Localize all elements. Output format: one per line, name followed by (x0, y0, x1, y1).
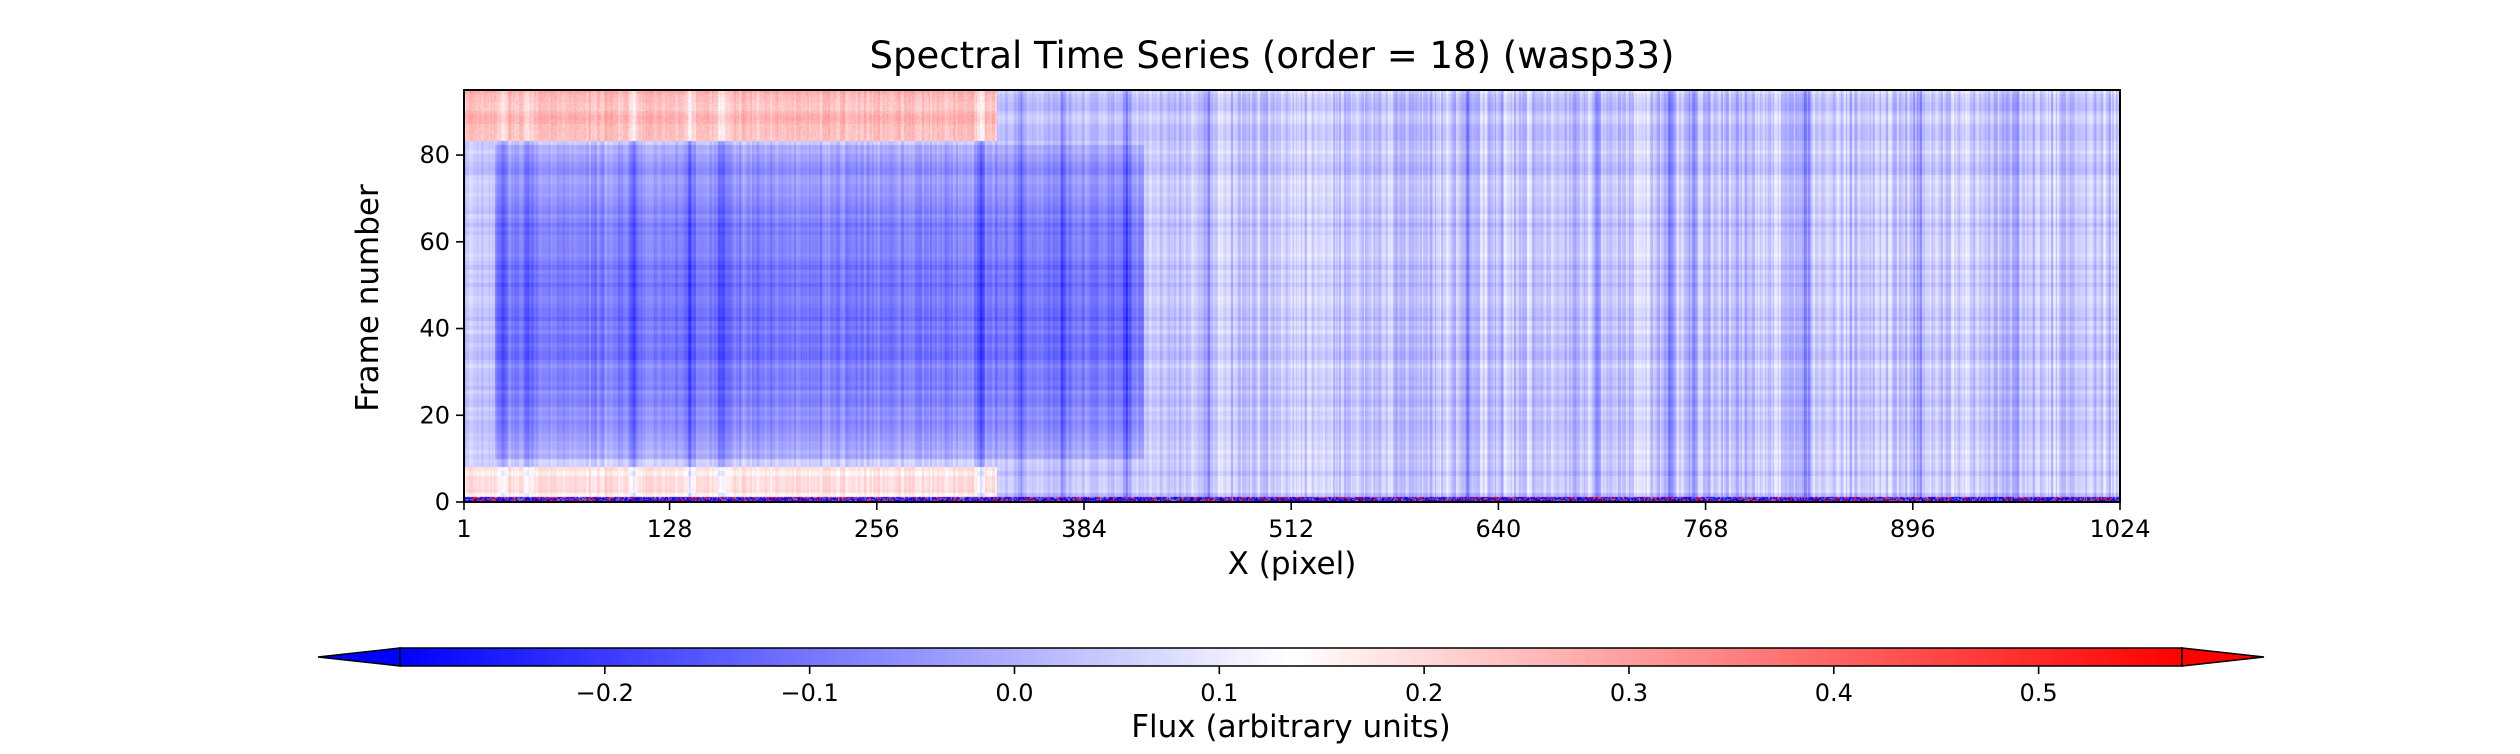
colorbar: −0.2 −0.1 0.0 0.1 0.2 0.3 0.4 0.5 Flux (arbitra… (317, 647, 2265, 745)
x-tick-label: 768 (1683, 515, 1729, 543)
x-tick-label: 256 (854, 515, 900, 543)
colorbar-extend-low (317, 647, 401, 667)
y-tick-label: 40 (419, 315, 450, 343)
plot-frame (463, 89, 2121, 503)
x-tick-label: 640 (1475, 515, 1521, 543)
heatmap-image (464, 90, 2120, 502)
y-tick-label: 60 (419, 228, 450, 256)
x-axis-ticks: 1 128 256 384 512 640 768 896 1024 (456, 502, 2151, 543)
x-axis-label: X (pixel) (1228, 546, 1357, 582)
colorbar-tick-label: 0.4 (1815, 679, 1853, 707)
y-axis-ticks: 0 20 40 60 80 (419, 141, 464, 516)
colorbar-tick-label: −0.1 (781, 679, 839, 707)
colorbar-extend-high (2181, 647, 2265, 667)
x-tick-label: 896 (1890, 515, 1936, 543)
y-tick-label: 0 (435, 488, 450, 516)
x-tick-label: 1024 (2089, 515, 2150, 543)
x-tick-label: 128 (647, 515, 693, 543)
x-tick-label: 384 (1061, 515, 1107, 543)
chart-title: Spectral Time Series (order = 18) (wasp3… (870, 34, 1675, 77)
colorbar-tick-label: 0.1 (1200, 679, 1238, 707)
colorbar-tick-label: 0.0 (995, 679, 1033, 707)
heatmap-plot-area (463, 89, 2121, 503)
colorbar-tick-label: 0.2 (1405, 679, 1443, 707)
colorbar-tick-label: −0.2 (576, 679, 634, 707)
colorbar-gradient (399, 647, 2183, 667)
colorbar-label: Flux (arbitrary units) (1131, 709, 1451, 745)
x-tick-label: 512 (1268, 515, 1314, 543)
colorbar-ticks: −0.2 −0.1 0.0 0.1 0.2 0.3 0.4 0.5 (576, 666, 2058, 707)
y-axis-label: Frame number (350, 184, 386, 412)
y-tick-label: 80 (419, 141, 450, 169)
heatmap-image-container (464, 90, 2120, 502)
x-tick-label: 1 (456, 515, 471, 543)
colorbar-tick-label: 0.3 (1610, 679, 1648, 707)
colorbar-tick-label: 0.5 (2020, 679, 2058, 707)
y-tick-label: 20 (419, 401, 450, 429)
